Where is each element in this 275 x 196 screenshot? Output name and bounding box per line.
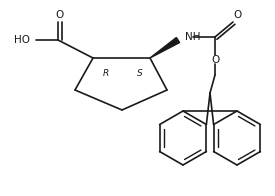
Text: O: O — [211, 55, 219, 65]
Polygon shape — [150, 37, 180, 58]
Text: O: O — [55, 10, 63, 20]
Text: R: R — [103, 68, 109, 77]
Text: HO: HO — [14, 35, 30, 45]
Text: O: O — [233, 10, 241, 20]
Text: NH: NH — [185, 32, 200, 42]
Text: S: S — [137, 68, 143, 77]
